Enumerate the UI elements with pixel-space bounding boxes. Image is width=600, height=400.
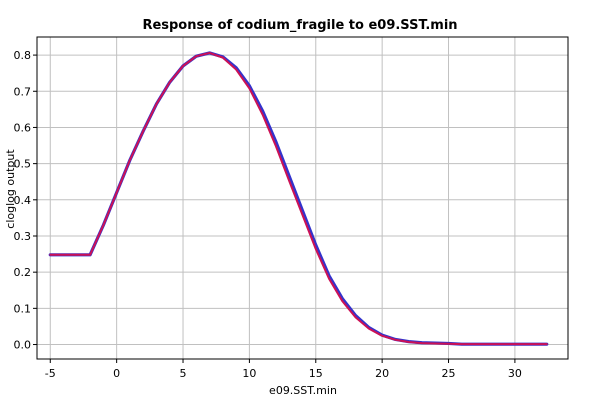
- y-tick-label: 0.2: [14, 266, 32, 279]
- y-tick-label: 0.8: [14, 49, 32, 62]
- plot-area-frame: [36, 36, 569, 360]
- y-axis-ticks: 0.0 0.1 0.2 0.3 0.4 0.5 0.6 0.7 0.8: [14, 49, 37, 352]
- y-tick-label: 0.4: [14, 194, 32, 207]
- x-tick-label: 5: [180, 367, 187, 380]
- x-tick-label: 15: [309, 367, 323, 380]
- chart-title: Response of codium_fragile to e09.SST.mi…: [142, 18, 457, 33]
- y-tick-label: 0.6: [14, 121, 32, 134]
- x-axis-ticks: -5 0 5 10 15 20 25 30: [45, 359, 522, 380]
- x-axis-label: e09.SST.min: [269, 384, 337, 397]
- series-layer: [48, 51, 549, 346]
- x-tick-label: -5: [45, 367, 56, 380]
- y-tick-label: 0.0: [14, 339, 32, 352]
- y-tick-label: 0.5: [14, 158, 32, 171]
- x-tick-label: 30: [508, 367, 522, 380]
- y-tick-label: 0.7: [14, 85, 32, 98]
- x-tick-label: 10: [242, 367, 256, 380]
- x-tick-label: 20: [375, 367, 389, 380]
- grid-lines: [37, 37, 568, 359]
- x-tick-label: 0: [113, 367, 120, 380]
- series-line-2: [49, 51, 548, 346]
- x-tick-label: 25: [442, 367, 456, 380]
- y-tick-label: 0.3: [14, 230, 32, 243]
- y-axis-label: cloglog output: [4, 149, 17, 229]
- y-tick-label: 0.1: [14, 302, 32, 315]
